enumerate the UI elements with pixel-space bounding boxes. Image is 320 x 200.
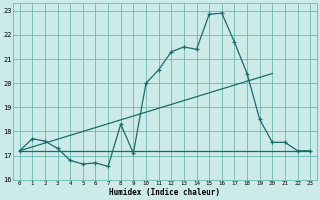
X-axis label: Humidex (Indice chaleur): Humidex (Indice chaleur) — [109, 188, 220, 197]
